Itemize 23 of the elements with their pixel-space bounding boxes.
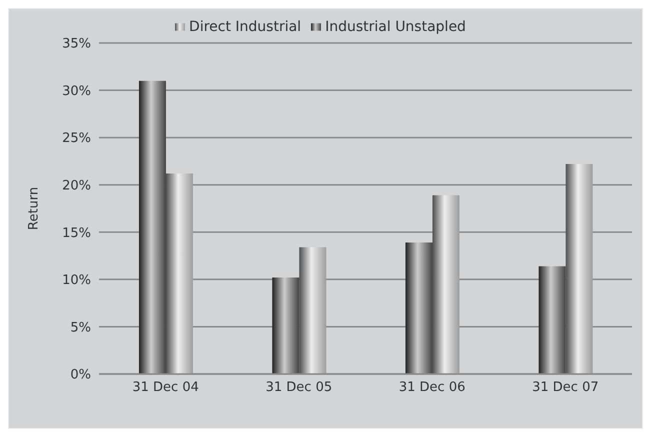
y-tick-label: 10% (62, 273, 91, 288)
x-tick-label: 31 Dec 06 (398, 380, 466, 396)
y-tick-label: 35% (62, 36, 91, 52)
y-tick-label: 5% (70, 320, 91, 336)
bar (299, 247, 326, 374)
bar (538, 266, 566, 374)
x-tick-label: 31 Dec 04 (132, 380, 199, 396)
y-tick-label: 30% (62, 84, 91, 99)
bar (166, 174, 193, 374)
y-axis-title: Return (26, 186, 42, 230)
bar (138, 80, 166, 374)
x-tick-label: 31 Dec 05 (266, 380, 332, 396)
legend-label: Industrial Unstapled (325, 19, 466, 35)
legend-label: Direct Industrial (189, 19, 302, 35)
x-tick-label: 31 Dec 07 (532, 380, 599, 396)
y-tick-label: 0% (70, 368, 91, 383)
y-tick-label: 25% (62, 131, 91, 146)
y-tick-label: 20% (62, 178, 91, 194)
bar (432, 195, 460, 374)
y-tick-label: 15% (62, 226, 91, 241)
bar (405, 242, 432, 374)
bar (566, 164, 593, 374)
bar (272, 278, 300, 374)
